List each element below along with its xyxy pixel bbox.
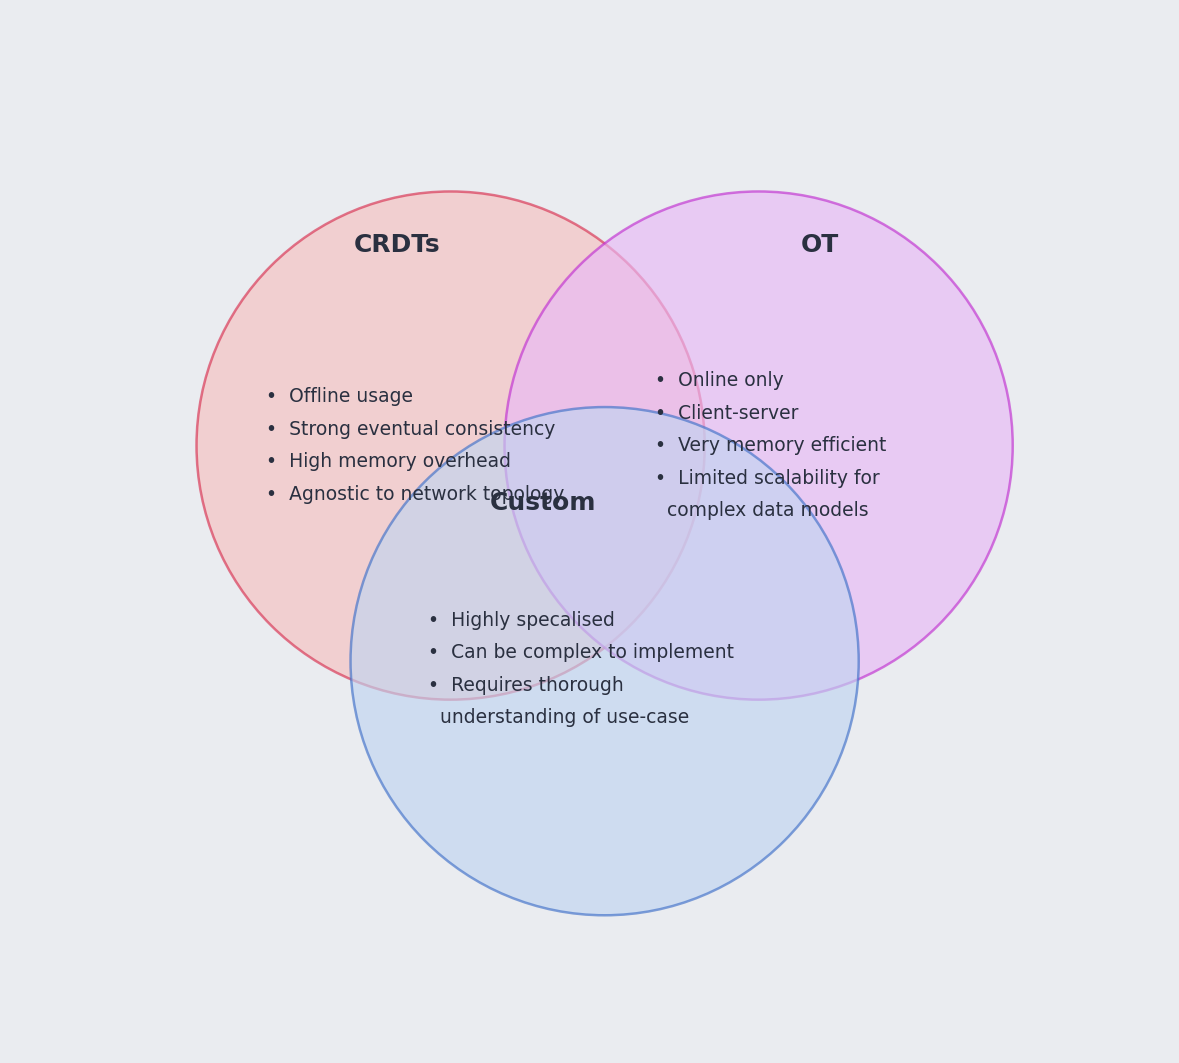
Circle shape	[197, 191, 705, 699]
Text: OT: OT	[801, 234, 839, 257]
Text: •  Offline usage
•  Strong eventual consistency
•  High memory overhead
•  Agnos: • Offline usage • Strong eventual consis…	[265, 387, 565, 504]
Text: Custom: Custom	[489, 491, 597, 516]
Circle shape	[505, 191, 1013, 699]
Text: CRDTs: CRDTs	[354, 234, 440, 257]
Text: •  Online only
•  Client-server
•  Very memory efficient
•  Limited scalability : • Online only • Client-server • Very mem…	[654, 371, 887, 520]
Circle shape	[350, 407, 858, 915]
Text: •  Highly specalised
•  Can be complex to implement
•  Requires thorough
  under: • Highly specalised • Can be complex to …	[428, 610, 733, 727]
